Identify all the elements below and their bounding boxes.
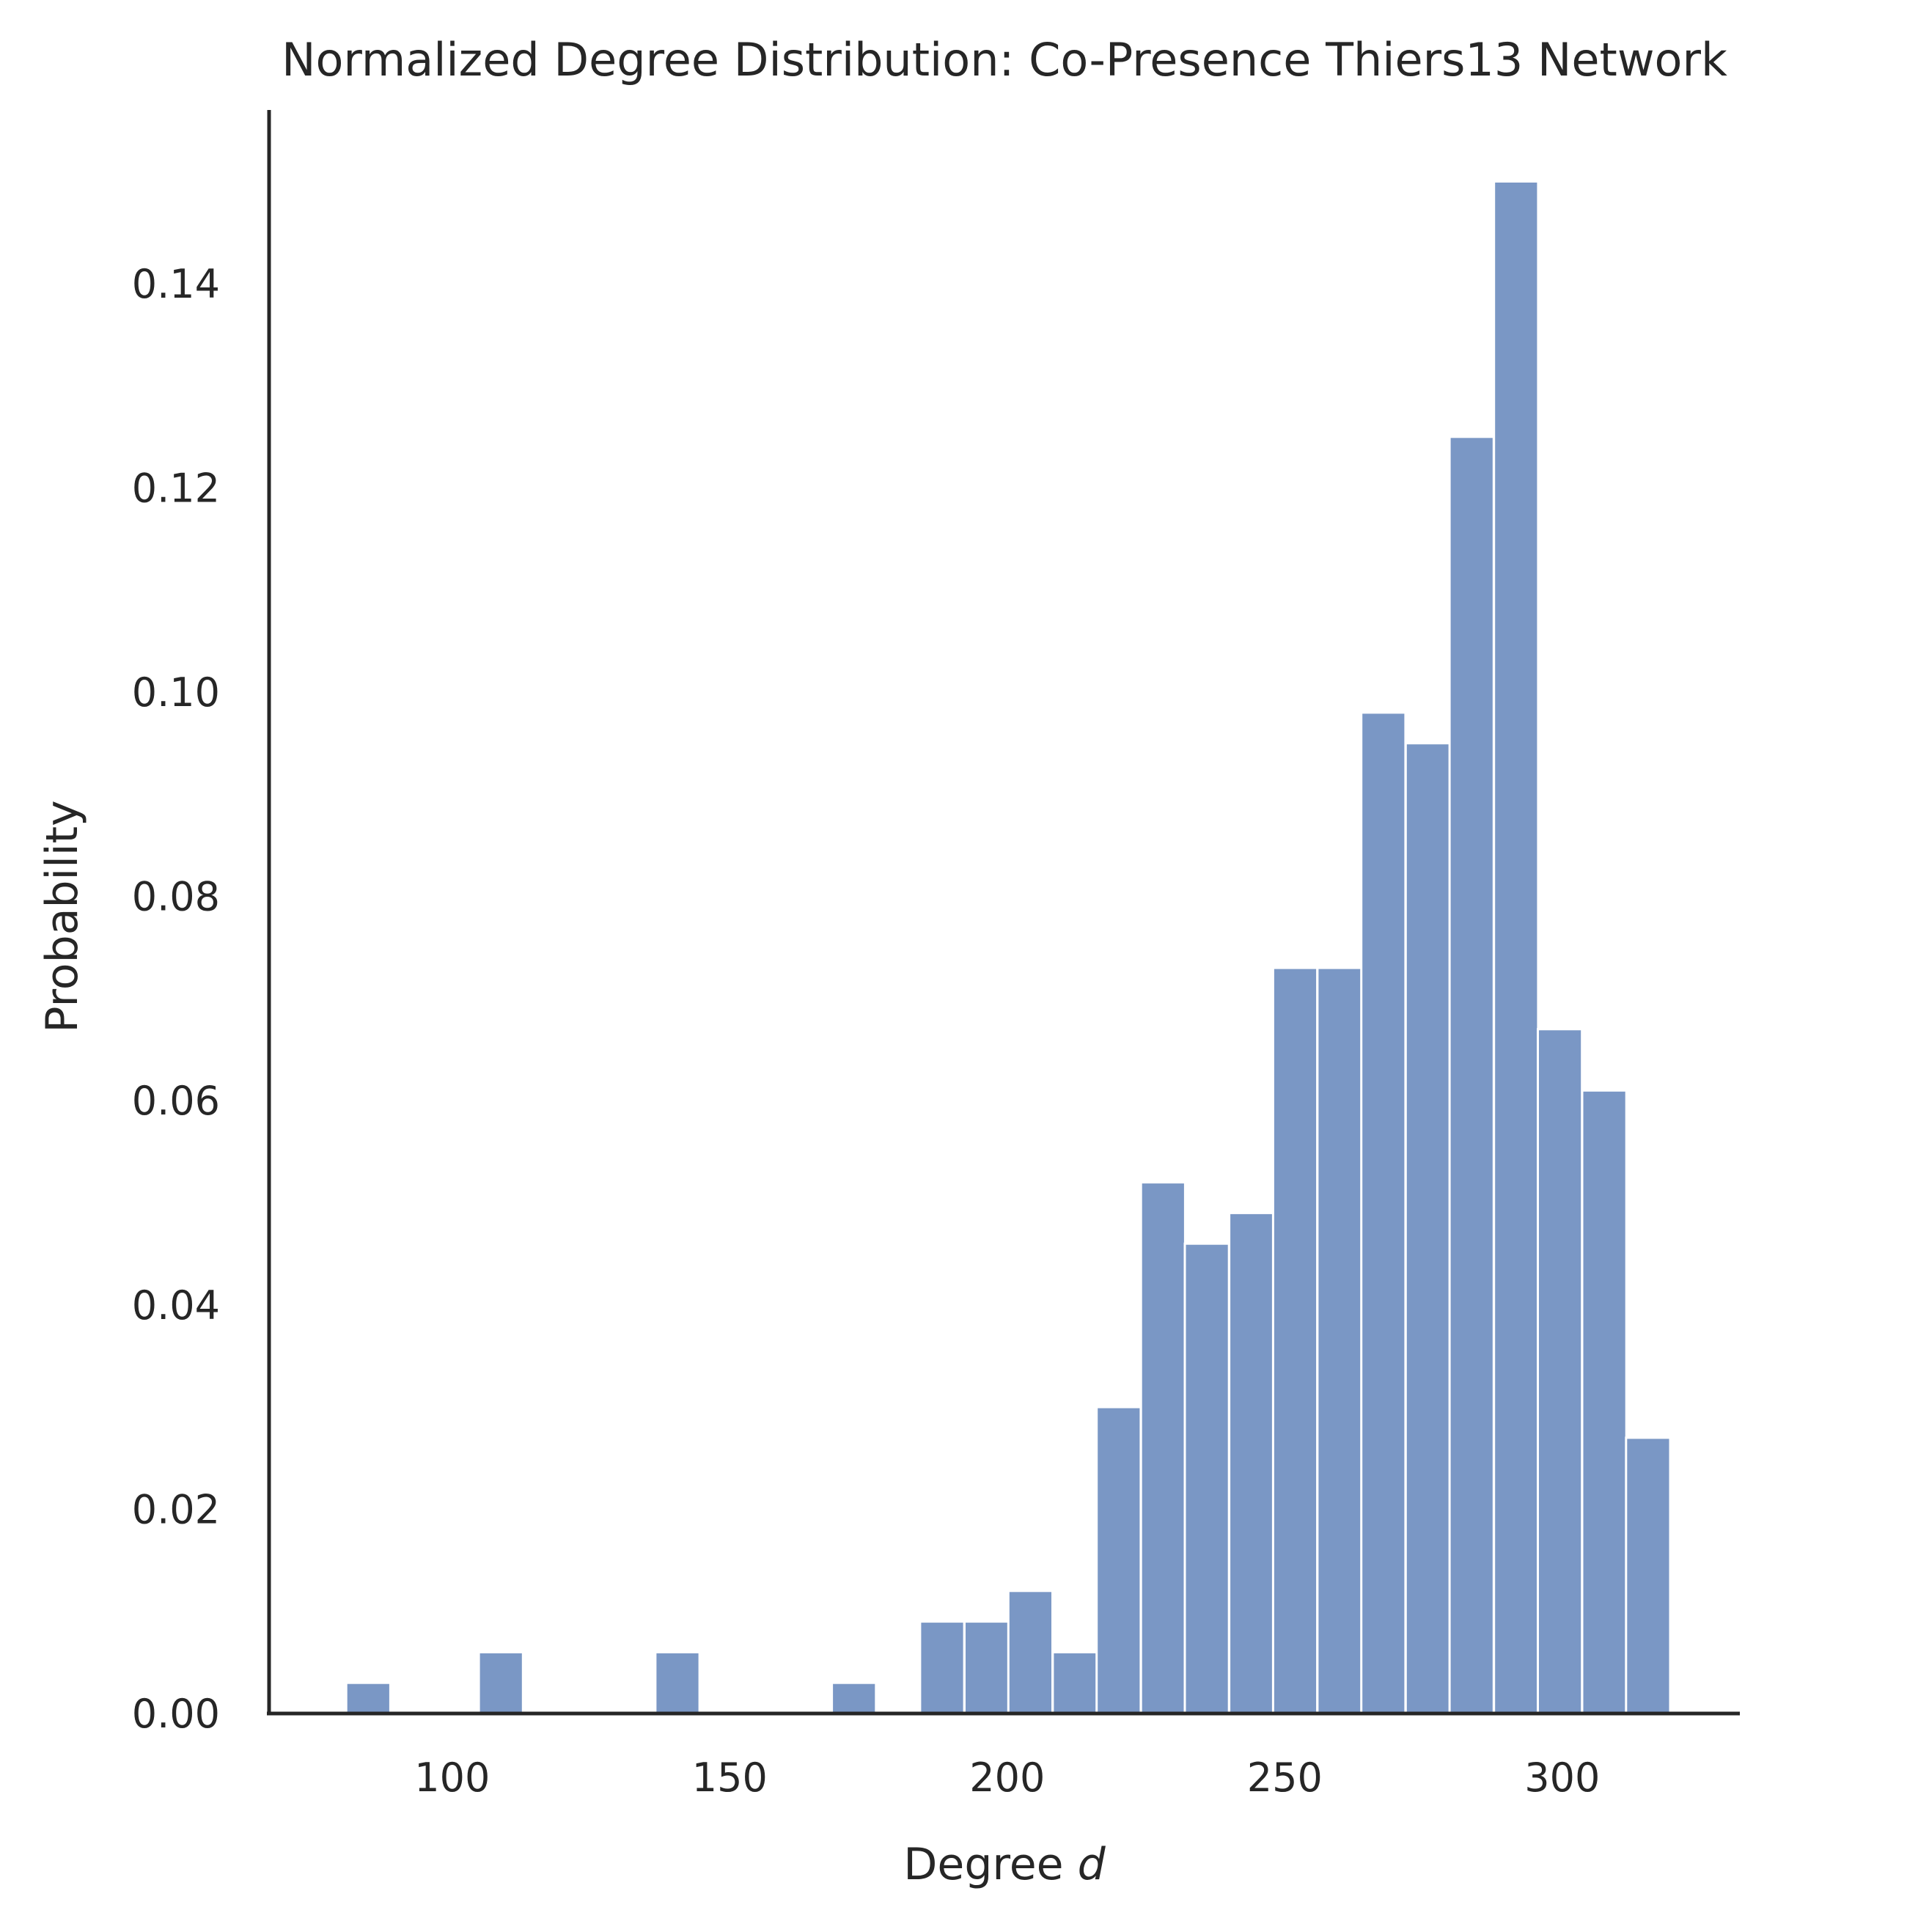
x-axis-label: Degree d [903,1839,1106,1890]
histogram-bar-0 [345,1681,392,1715]
histogram-bar-8 [1095,1406,1142,1715]
histogram-bar-12 [1271,966,1319,1715]
histogram-bar-6 [1007,1590,1054,1715]
histogram-bar-5 [963,1620,1010,1715]
y-tick-label: 0.10 [132,669,220,716]
y-tick-labels: 0.00 0.02 0.04 0.06 0.08 0.10 0.12 0.14 [132,261,220,1737]
x-axis-label-prefix: Degree [903,1839,1077,1890]
y-axis-label: Probability [37,800,88,1032]
y-tick-label: 0.04 [132,1282,220,1329]
histogram-bar-20 [1625,1436,1672,1715]
histogram-bar-4 [919,1620,966,1715]
x-tick-label: 100 [414,1755,490,1801]
chart-title: Normalized Degree Distribution: Co-Prese… [282,33,1727,87]
x-tick-label: 150 [692,1755,768,1801]
y-tick-label: 0.12 [132,465,220,511]
histogram-bar-10 [1183,1242,1230,1715]
histogram-bar-14 [1360,711,1407,1715]
y-tick-label: 0.00 [132,1691,220,1737]
x-tick-label: 300 [1524,1755,1600,1801]
bars-group [345,180,1672,1715]
histogram-bar-16 [1448,436,1495,1715]
x-tick-label: 200 [969,1755,1045,1801]
x-tick-label: 250 [1247,1755,1323,1801]
y-tick-label: 0.06 [132,1078,220,1124]
histogram-bar-11 [1228,1211,1275,1715]
histogram-bar-15 [1404,742,1452,1715]
y-tick-label: 0.14 [132,261,220,307]
y-tick-label: 0.08 [132,874,220,920]
histogram-bar-9 [1139,1181,1186,1715]
histogram-bar-18 [1537,1028,1584,1715]
histogram-bar-1 [477,1650,524,1715]
y-tick-label: 0.02 [132,1486,220,1532]
histogram-bar-2 [654,1650,701,1715]
histogram-bar-3 [831,1681,878,1715]
histogram-bar-19 [1581,1089,1628,1715]
x-axis-label-variable: d [1078,1839,1106,1890]
histogram-bar-7 [1051,1650,1098,1715]
histogram-bar-13 [1316,966,1363,1715]
x-tick-labels: 100 150 200 250 300 [414,1755,1600,1801]
histogram-bar-17 [1493,180,1540,1715]
